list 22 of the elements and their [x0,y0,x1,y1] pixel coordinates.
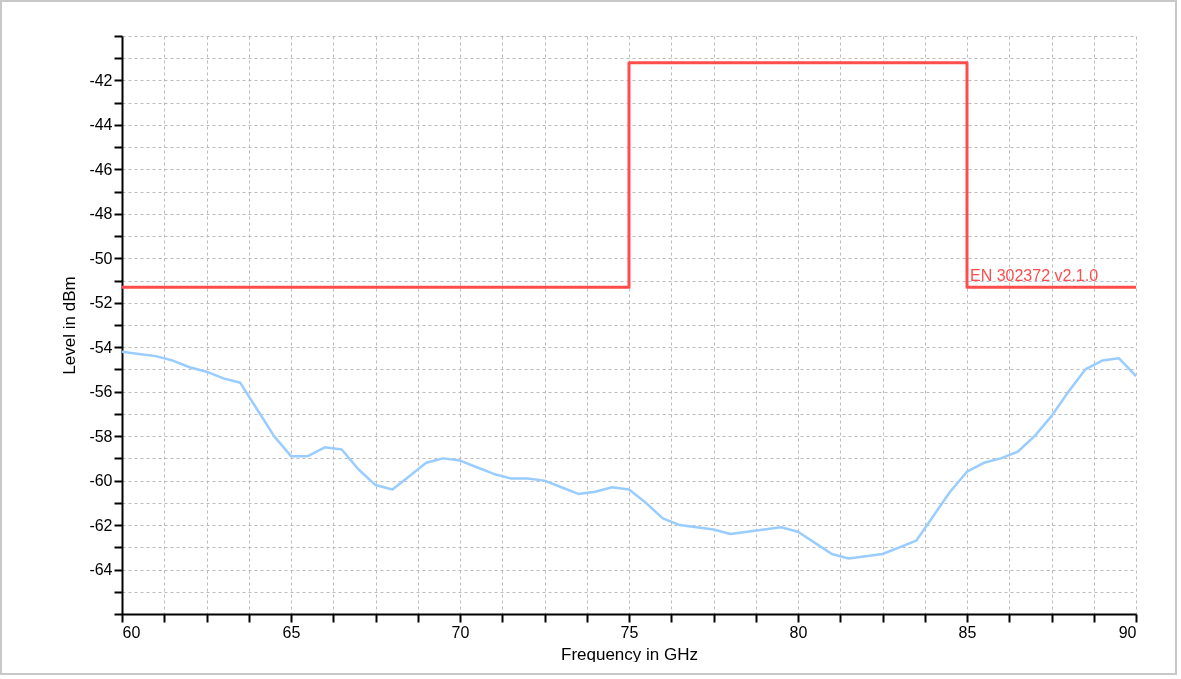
y-tick-label: -42 [89,71,113,89]
y-tick-label: -50 [89,249,113,267]
x-tick-label: 80 [789,623,808,641]
annotation: EN 302372 v2.1.0 [970,267,1099,285]
y-tick-label: -52 [89,294,113,312]
y-tick-label: -58 [89,427,113,445]
x-tick-label: 85 [958,623,977,641]
y-tick-label: -48 [89,205,113,223]
y-tick-label: -44 [89,116,113,134]
x-tick-label: 75 [620,623,639,641]
y-tick-label: -64 [89,561,113,579]
x-tick-label: 70 [451,623,470,641]
y-tick-label: -54 [89,338,113,356]
y-tick-label: -60 [89,472,113,490]
x-tick-label: 60 [122,623,141,641]
y-tick-label: -56 [89,383,113,401]
y-axis-title: Level in dBm [60,276,80,375]
y-tick-label: -62 [89,516,113,534]
y-tick-label: -46 [89,160,113,178]
line-series [122,350,1136,560]
x-tick-label: 90 [1118,623,1137,641]
x-tick-label: 65 [282,623,301,641]
